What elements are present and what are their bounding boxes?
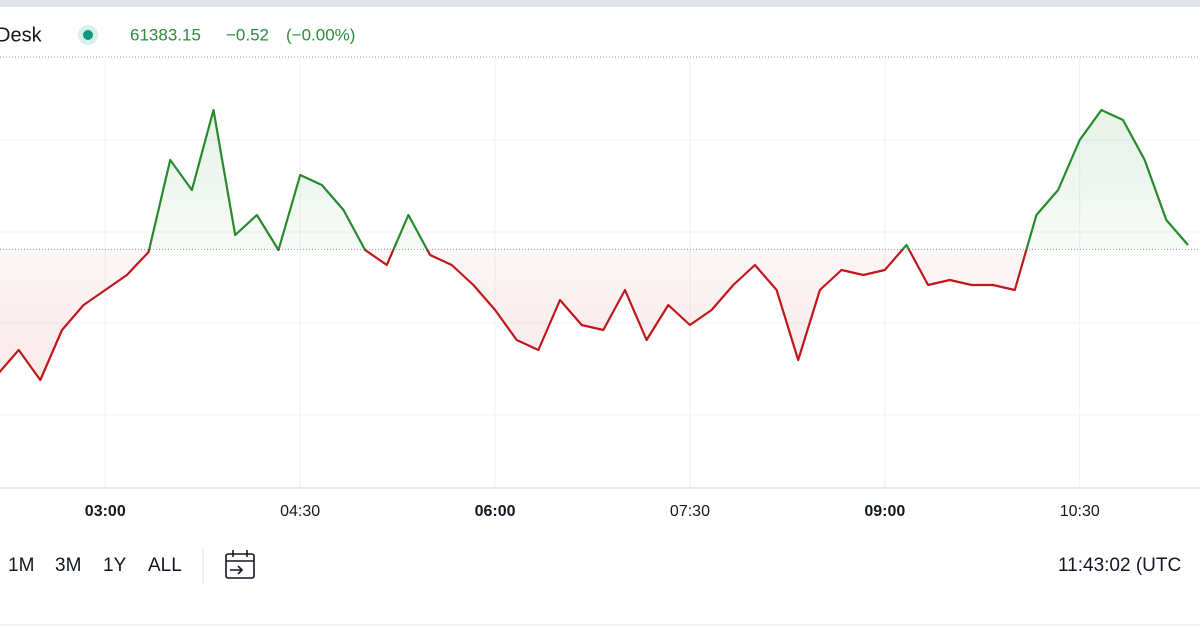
- plot: [0, 108, 1200, 382]
- range-button[interactable]: ALL: [148, 555, 182, 576]
- x-tick-label: 09:00: [864, 503, 905, 520]
- range-button[interactable]: 3M: [55, 555, 81, 576]
- x-labels: 03:00 04:30 06:00 07:30 09:00 10:30: [85, 503, 1100, 520]
- status-dot: [83, 30, 93, 40]
- range-button[interactable]: 1Y: [103, 555, 127, 576]
- x-tick-label: 07:30: [670, 503, 710, 520]
- x-tick-label: 06:00: [475, 503, 516, 520]
- price-line: [0, 108, 1189, 382]
- change-pct: (−0.00%): [286, 25, 355, 44]
- x-tick-label: 04:30: [280, 503, 320, 520]
- change: −0.52: [226, 25, 269, 44]
- clock: 11:43:02 (UTC: [1058, 555, 1181, 576]
- h-grid: [0, 139, 1200, 416]
- range-button[interactable]: 1M: [8, 555, 34, 576]
- x-tick-label: 03:00: [85, 503, 126, 520]
- area: [0, 110, 1188, 380]
- x-tick-label: 10:30: [1060, 503, 1100, 520]
- title: Desk: [0, 24, 43, 46]
- calendar-icon[interactable]: [225, 550, 255, 579]
- range-buttons: 1M 3M 1Y ALL: [8, 555, 182, 576]
- price: 61383.15: [130, 25, 201, 44]
- top-bar: [0, 0, 1200, 7]
